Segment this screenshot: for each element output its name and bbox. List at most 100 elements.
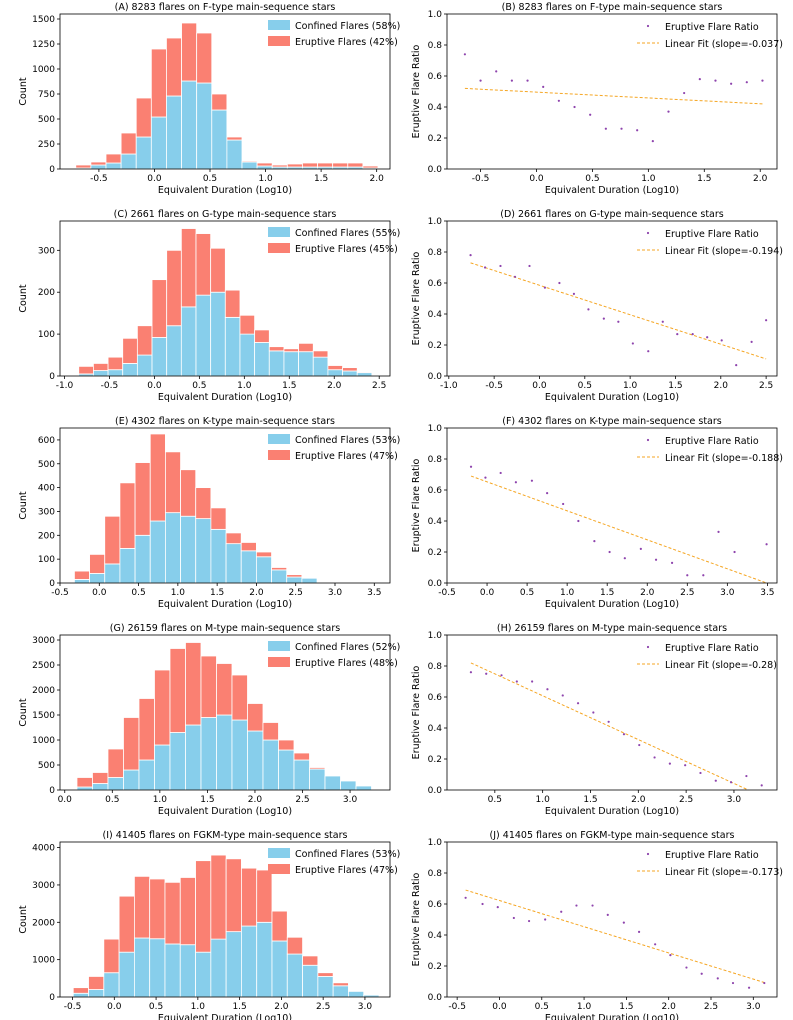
x-tick-label: -0.5: [448, 1002, 466, 1012]
legend-swatch: [268, 20, 290, 30]
eruptive-bar: [211, 93, 228, 111]
ratio-point: [499, 264, 502, 268]
panel-a: (A) 8283 flares on F-type main-sequence …: [18, 2, 400, 196]
eruptive-bar: [240, 542, 257, 552]
legend-label: Linear Fit (slope=-0.194): [665, 246, 783, 257]
confined-bar: [226, 139, 243, 170]
y-tick-label: 0.0: [428, 165, 443, 175]
ratio-point: [589, 113, 592, 116]
y-tick-label: 400: [38, 484, 55, 494]
legend-label: Confined Flares (53%): [295, 849, 400, 860]
x-tick-label: 2.5: [679, 795, 693, 805]
ratio-point: [636, 129, 639, 132]
y-tick-label: 0.4: [428, 310, 443, 320]
legend-swatch: [268, 657, 290, 667]
ratio-point: [572, 292, 576, 295]
confined-bar: [225, 931, 242, 998]
ratio-point: [745, 774, 748, 778]
x-axis-label: Equivalent Duration (Log10): [545, 599, 679, 610]
x-tick-label: -0.5: [101, 381, 119, 391]
eruptive-bar: [271, 164, 288, 168]
y-tick-label: 0.0: [428, 579, 443, 589]
y-tick-label: 600: [38, 436, 55, 446]
confined-bar: [301, 577, 318, 584]
legend-label: Eruptive Flare Ratio: [665, 643, 759, 654]
confined-bar: [211, 109, 228, 170]
ratio-point: [706, 336, 709, 339]
confined-bar: [224, 316, 241, 377]
panel-title: (A) 8283 flares on F-type main-sequence …: [115, 2, 336, 13]
y-tick-label: 300: [38, 246, 55, 256]
eruptive-bar: [247, 703, 264, 732]
ratio-point: [735, 364, 738, 367]
ratio-point: [562, 502, 565, 506]
confined-bar: [356, 372, 373, 377]
eruptive-bar: [72, 987, 89, 994]
ratio-point: [669, 954, 672, 957]
x-tick-label: -1.0: [56, 381, 74, 391]
confined-bar: [107, 777, 124, 791]
eruptive-bar: [75, 164, 92, 169]
ratio-point: [528, 264, 531, 268]
legend-label: Confined Flares (53%): [295, 435, 400, 446]
ratio-point: [479, 79, 482, 82]
confined-bar: [268, 350, 285, 377]
confined-bar: [179, 944, 196, 998]
ratio-point: [469, 254, 472, 257]
eruptive-bar: [268, 346, 285, 352]
y-axis-label: Eruptive Flare Ratio: [411, 872, 422, 966]
panel-title: (H) 26159 flares on M-type main-sequence…: [497, 623, 727, 634]
y-tick-label: 0.6: [428, 279, 443, 289]
x-tick-label: 3.0: [328, 588, 343, 598]
legend-label: Linear Fit (slope=-0.28): [665, 660, 777, 671]
x-tick-label: 2.0: [662, 1002, 677, 1012]
x-tick-label: -0.5: [64, 1002, 82, 1012]
y-tick-label: 250: [38, 140, 55, 150]
axes-frame: [59, 220, 391, 377]
panel-title: (G) 26159 flares on M-type main-sequence…: [110, 623, 340, 634]
x-tick-label: 1.5: [697, 174, 711, 184]
panel-d: (D) 2661 flares on G-type main-sequence …: [411, 209, 783, 403]
eruptive-bar: [120, 132, 137, 155]
eruptive-bar: [286, 163, 303, 168]
ratio-point: [530, 479, 534, 482]
legend-swatch: [268, 36, 290, 46]
eruptive-bar: [327, 365, 343, 371]
x-tick-label: 2.0: [248, 795, 263, 805]
legend-label: Linear Fit (slope=-0.173): [665, 867, 783, 878]
x-tick-label: 0.5: [585, 174, 599, 184]
linear-fit-line: [465, 889, 767, 984]
confined-bar: [74, 579, 90, 584]
ratio-point: [575, 904, 578, 907]
eruptive-bar: [362, 165, 379, 169]
y-tick-label: 0: [49, 372, 55, 382]
y-tick-label: 0.2: [428, 341, 442, 351]
ratio-point: [684, 764, 687, 767]
eruptive-bar: [154, 669, 171, 746]
y-tick-label: 1000: [32, 65, 55, 75]
confined-bar: [286, 576, 303, 584]
confined-bar: [136, 354, 153, 377]
x-tick-label: 0.0: [147, 174, 162, 184]
y-tick-label: 0.8: [428, 869, 443, 879]
ratio-point: [469, 465, 473, 468]
confined-bar: [166, 95, 182, 170]
confined-bar: [355, 785, 372, 791]
x-tick-label: 0.0: [480, 588, 495, 598]
x-tick-label: 3.0: [720, 588, 735, 598]
confined-bar: [271, 569, 288, 584]
x-tick-label: 2.5: [372, 381, 386, 391]
eruptive-bar: [88, 976, 105, 990]
ratio-point: [670, 561, 674, 564]
panel-title: (F) 4302 flares on K-type main-sequence …: [502, 416, 722, 427]
legend-label: Confined Flares (55%): [295, 228, 400, 239]
x-tick-label: 2.0: [640, 588, 655, 598]
confined-bar: [104, 563, 121, 584]
confined-bar: [256, 921, 273, 998]
ratio-point: [512, 916, 515, 920]
confined-bar: [255, 556, 272, 584]
confined-bar: [312, 356, 329, 377]
x-tick-label: 0.5: [192, 381, 206, 391]
x-tick-label: 1.0: [153, 795, 168, 805]
ratio-point: [463, 53, 466, 56]
